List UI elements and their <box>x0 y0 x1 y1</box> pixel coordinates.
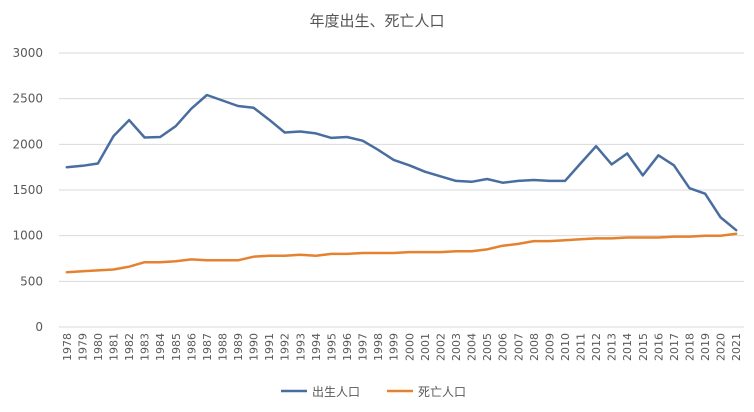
y-tick-label: 3000 <box>12 46 43 60</box>
x-tick-label: 1984 <box>154 333 167 361</box>
x-tick-label: 2010 <box>559 333 572 361</box>
x-tick-label: 2018 <box>684 333 697 361</box>
y-tick-label: 2500 <box>12 92 43 106</box>
x-tick-label: 1988 <box>216 333 229 361</box>
x-tick-label: 1978 <box>61 333 74 361</box>
x-tick-label: 2017 <box>668 333 681 361</box>
x-tick-label: 1980 <box>92 333 105 361</box>
x-tick-label: 1999 <box>388 333 401 361</box>
y-axis: 0 500 1000 1500 2000 2500 3000 <box>12 46 43 334</box>
y-tick-label: 500 <box>20 274 43 288</box>
x-tick-label: 1992 <box>279 333 292 361</box>
x-tick-label: 2006 <box>497 333 510 361</box>
x-tick-label: 1995 <box>325 333 338 361</box>
x-tick-label: 2020 <box>715 333 728 361</box>
x-tick-label: 1998 <box>372 333 385 361</box>
y-tick-label: 1500 <box>12 183 43 197</box>
x-tick-label: 1982 <box>123 333 136 361</box>
legend-label-1: 死亡人口 <box>418 385 466 399</box>
x-tick-label: 1994 <box>310 333 323 361</box>
y-tick-label: 0 <box>35 320 43 334</box>
x-tick-label: 2016 <box>652 333 665 361</box>
x-tick-label: 2009 <box>543 333 556 361</box>
x-tick-label: 1997 <box>357 333 370 361</box>
x-tick-label: 2008 <box>528 333 541 361</box>
x-tick-label: 1987 <box>201 333 214 361</box>
x-tick-label: 2011 <box>575 333 588 361</box>
x-tick-label: 1981 <box>107 333 120 361</box>
x-tick-label: 1990 <box>248 333 261 361</box>
series-line-1 <box>65 232 738 274</box>
x-tick-label: 2004 <box>466 333 479 361</box>
x-tick-label: 2005 <box>481 333 494 361</box>
chart-title: 年度出生、死亡人口 <box>309 12 444 30</box>
y-tick-label: 2000 <box>12 137 43 151</box>
legend-label-0: 出生人口 <box>312 385 360 399</box>
x-tick-label: 1985 <box>170 333 183 361</box>
x-tick-label: 1979 <box>76 333 89 361</box>
x-tick-label: 2000 <box>403 333 416 361</box>
x-tick-label: 2021 <box>730 333 743 361</box>
x-tick-label: 2015 <box>637 333 650 361</box>
x-tick-label: 2013 <box>606 333 619 361</box>
grid-lines <box>59 52 744 328</box>
x-tick-label: 1991 <box>263 333 276 361</box>
x-tick-label: 1989 <box>232 333 245 361</box>
x-tick-label: 2003 <box>450 333 463 361</box>
x-tick-label: 2002 <box>434 333 447 361</box>
x-tick-label: 2012 <box>590 333 603 361</box>
x-tick-label: 1983 <box>139 333 152 361</box>
x-axis: 1978 1979 1980 1981 1982 1983 1984 1985 1986 1987… <box>61 333 743 361</box>
y-tick-label: 1000 <box>12 229 43 243</box>
x-tick-label: 1996 <box>341 333 354 361</box>
x-tick-label: 2001 <box>419 333 432 361</box>
x-tick-label: 2014 <box>621 333 634 361</box>
x-tick-label: 1993 <box>294 333 307 361</box>
series-lines <box>65 93 738 274</box>
x-tick-label: 2019 <box>699 333 712 361</box>
legend: 出生人口 死亡人口 <box>281 385 466 399</box>
series-line-0 <box>65 93 738 232</box>
x-tick-label: 1986 <box>185 333 198 361</box>
x-tick-label: 2007 <box>512 333 525 361</box>
